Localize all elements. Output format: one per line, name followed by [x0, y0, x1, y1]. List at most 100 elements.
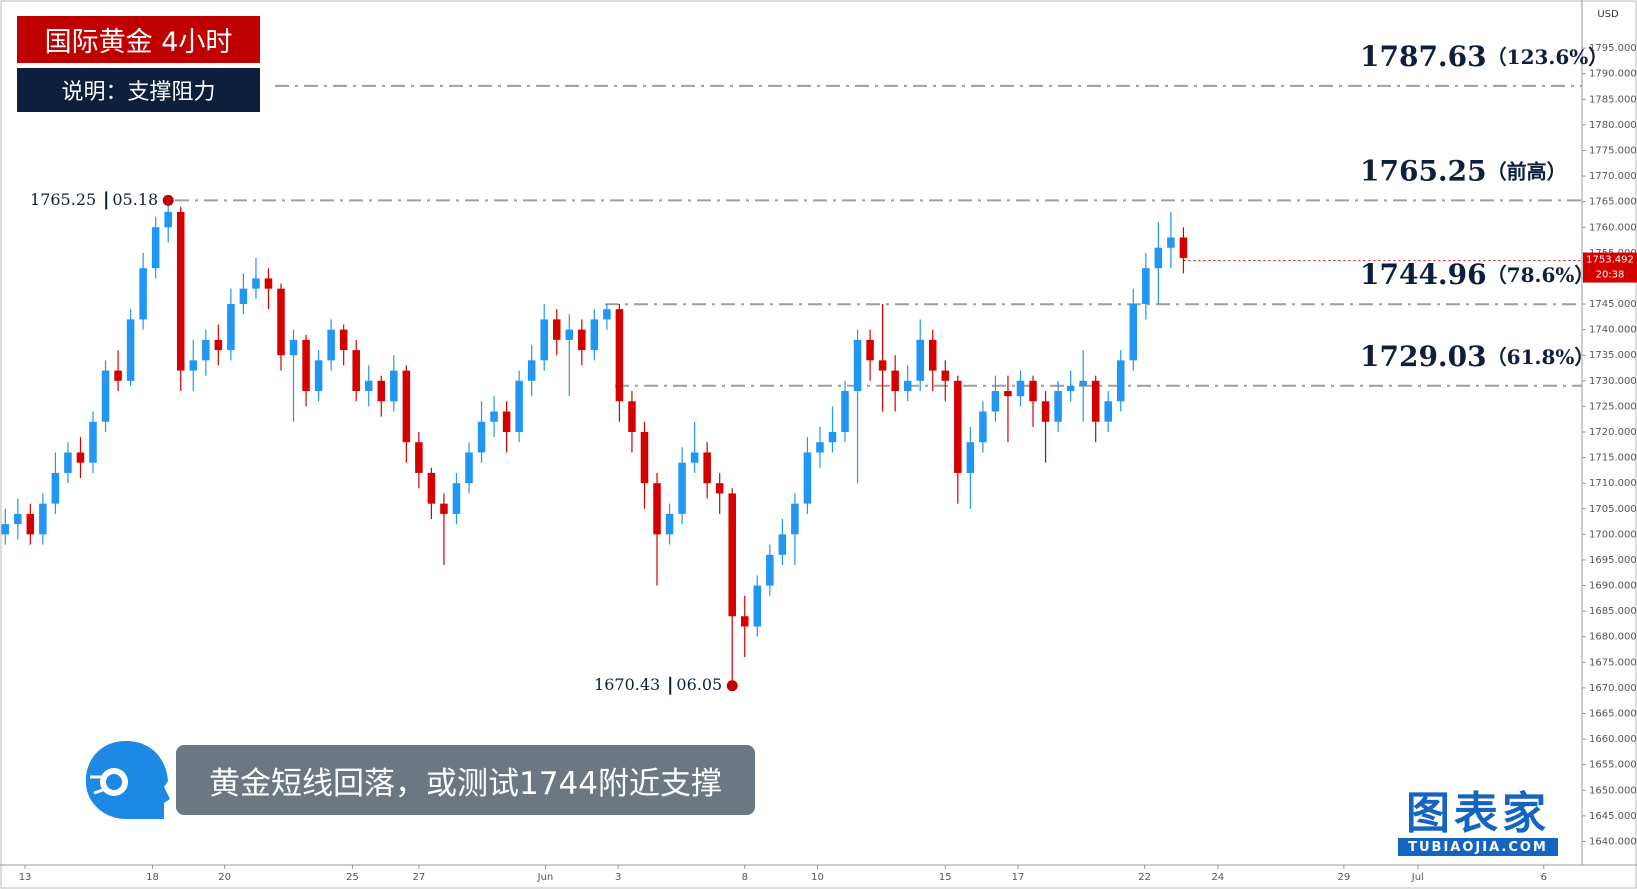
level-note: （前高） [1487, 159, 1567, 183]
y-tick-label: 1775.000 [1589, 145, 1637, 156]
y-tick-label: 1710.000 [1589, 478, 1637, 489]
candle-body [527, 360, 536, 381]
candle-body [252, 278, 260, 289]
candle-body [1104, 401, 1112, 422]
y-tick-label: 1700.000 [1589, 529, 1637, 540]
candle-body [841, 391, 849, 432]
extreme-date: 06.05 [676, 675, 722, 694]
candle-body [415, 442, 423, 473]
candle-body [239, 288, 248, 305]
y-tick-label: 1725.000 [1589, 401, 1637, 412]
candle-body [377, 380, 386, 402]
candle-body [14, 513, 22, 525]
candle-body [452, 483, 461, 514]
candle-body [891, 370, 899, 392]
candle-body [628, 401, 636, 432]
candle-body [665, 513, 674, 535]
candle-body [1091, 380, 1100, 422]
x-tick-label: 29 [1337, 872, 1350, 883]
candle-body [39, 503, 47, 535]
level-label: 1729.03（61.8%） [1360, 339, 1594, 372]
candle-body [1029, 380, 1037, 402]
level-label: 1744.96（78.6%） [1360, 258, 1594, 291]
level-value: 1765.25 [1360, 154, 1487, 187]
candle-body [51, 472, 60, 504]
x-tick-label: 15 [939, 872, 952, 883]
logo-site: TUBIAOJIA.COM [1398, 838, 1558, 856]
candle-body [1179, 237, 1188, 258]
x-tick-label: 8 [742, 872, 748, 883]
level-value: 1787.63 [1360, 39, 1487, 72]
candle-body [402, 370, 411, 443]
candle-body [979, 411, 987, 443]
candle-body [227, 304, 235, 351]
candle-body [440, 503, 448, 514]
candle-body [740, 616, 749, 627]
y-tick-label: 1645.000 [1589, 811, 1637, 822]
y-tick-label: 1705.000 [1589, 504, 1637, 515]
y-tick-label: 1670.000 [1589, 683, 1637, 694]
y-tick-label: 1795.000 [1589, 43, 1637, 54]
y-tick-label: 1660.000 [1589, 734, 1637, 745]
x-tick-label: 10 [811, 872, 824, 883]
y-tick-label: 1740.000 [1589, 325, 1637, 336]
x-tick-label: 6 [1541, 872, 1547, 883]
candle-body [903, 380, 912, 392]
candle-body [778, 534, 787, 555]
candle-body [853, 339, 862, 392]
candle-body [176, 211, 185, 371]
candle-body [803, 452, 812, 504]
candle-body [928, 339, 937, 371]
y-tick-label: 1780.000 [1589, 120, 1637, 131]
subtitle: 说明：支撑阻力 [17, 68, 260, 112]
y-tick-label: 1695.000 [1589, 555, 1637, 566]
level-value: 1744.96 [1360, 258, 1487, 291]
y-tick-label: 1760.000 [1589, 222, 1637, 233]
y-tick-label: 1690.000 [1589, 581, 1637, 592]
y-tick-label: 1685.000 [1589, 606, 1637, 617]
candle-body [966, 442, 975, 473]
candle-body [703, 452, 711, 484]
y-tick-label: 1770.000 [1589, 171, 1637, 182]
candle-body [653, 483, 661, 535]
candle-body [277, 288, 285, 356]
candle-body [477, 421, 486, 453]
candle-body [1154, 247, 1163, 269]
candle-body [1142, 268, 1150, 305]
x-tick-label: 25 [346, 872, 359, 883]
candle-body [1, 524, 10, 535]
y-tick-label: 1735.000 [1589, 350, 1637, 361]
x-tick-label: Jun [537, 872, 554, 883]
candle-body [114, 370, 122, 381]
y-tick-label: 1730.000 [1589, 376, 1637, 387]
candle-body [101, 370, 110, 422]
extreme-date: 05.18 [112, 190, 158, 209]
x-tick-label: 22 [1138, 872, 1151, 883]
candle-body [126, 319, 135, 381]
level-label: 1765.25（前高） [1360, 154, 1567, 187]
y-tick-label: 1675.000 [1589, 657, 1637, 668]
x-tick-label: 17 [1012, 872, 1025, 883]
candle-body [816, 442, 824, 453]
candle-body [954, 380, 962, 473]
price-tag [1583, 252, 1637, 283]
extreme-price: 1670.43 [594, 675, 660, 694]
caption: 黄金短线回落，或测试1744附近支撑 [176, 745, 755, 815]
candle-body [302, 339, 310, 392]
y-tick-label: 1765.000 [1589, 197, 1637, 208]
candle-body [603, 309, 611, 320]
x-tick-label: 13 [19, 872, 32, 883]
x-tick-label: 18 [146, 872, 159, 883]
y-tick-label: 1790.000 [1589, 69, 1637, 80]
candle-body [753, 585, 762, 627]
candle-body [202, 339, 210, 361]
level-label: 1787.63（123.6%） [1360, 39, 1608, 72]
candle-body [615, 309, 624, 402]
x-tick-label: 27 [413, 872, 426, 883]
candle-body [515, 380, 523, 432]
candle-body [1167, 237, 1175, 248]
price-tag-label: 1753.492 [1586, 255, 1634, 266]
